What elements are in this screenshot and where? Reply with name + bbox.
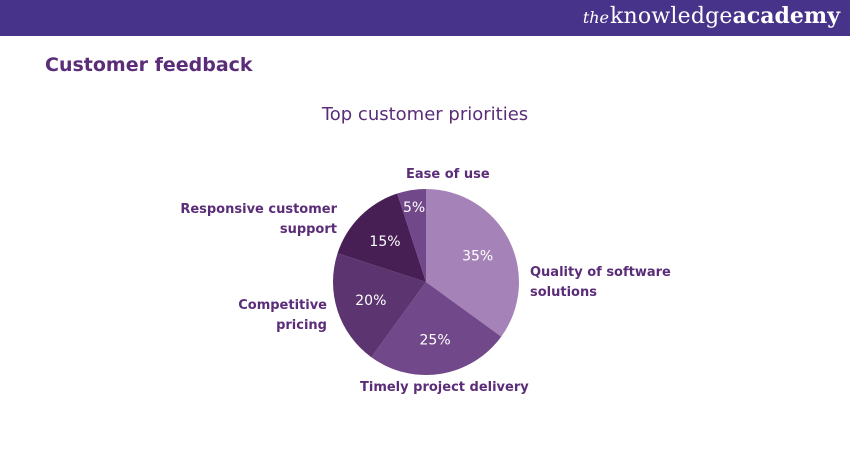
pie-slice-ease — [397, 189, 426, 282]
slice-value-competitive: 20% — [355, 293, 386, 309]
label-competitive-line2: pricing — [276, 318, 327, 333]
label-quality: Quality of software solutions — [530, 263, 671, 303]
label-ease: Ease of use — [406, 165, 490, 185]
label-timely: Timely project delivery — [360, 378, 529, 398]
chart-title: Top customer priorities — [321, 104, 529, 125]
brand-middle: knowledge — [610, 4, 733, 29]
brand-prefix: the — [582, 8, 610, 27]
brand-logo: theknowledgeacademy — [583, 3, 840, 29]
pie-slice-timely — [371, 282, 502, 375]
label-timely-line1: Timely project delivery — [360, 380, 529, 395]
label-quality-line2: solutions — [530, 285, 597, 300]
slice-value-responsive: 15% — [369, 234, 400, 250]
pie-slice-responsive — [337, 193, 426, 282]
header-bar: theknowledgeacademy — [0, 0, 850, 36]
brand-suffix: academy — [732, 3, 840, 29]
label-responsive-line2: support — [279, 222, 337, 237]
slice-value-quality: 35% — [462, 249, 493, 265]
pie-slice-competitive — [333, 253, 426, 358]
label-competitive-line1: Competitive — [238, 298, 327, 313]
label-responsive: Responsive customer support — [160, 200, 337, 240]
page-heading: Customer feedback — [45, 54, 253, 76]
slice-value-timely: 25% — [420, 332, 451, 348]
label-quality-line1: Quality of software — [530, 265, 671, 280]
slice-value-ease: 5% — [403, 200, 425, 216]
label-responsive-line1: Responsive customer — [180, 202, 337, 217]
label-competitive: Competitive pricing — [213, 296, 327, 336]
label-ease-line1: Ease of use — [406, 167, 490, 182]
pie-slice-quality — [426, 189, 519, 337]
